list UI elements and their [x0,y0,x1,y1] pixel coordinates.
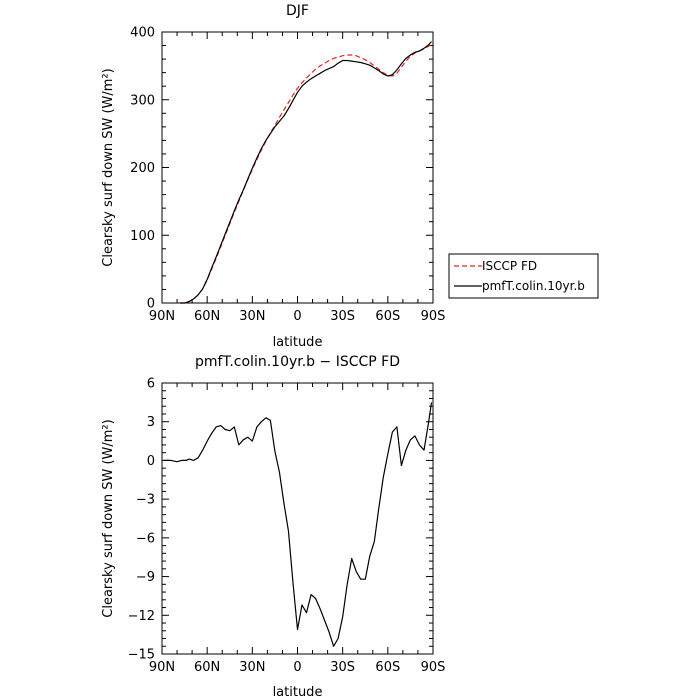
top-x-tick-label: 90S [421,309,446,324]
top-x-tick-label: 60S [375,309,400,324]
bottom-y-tick-label: 6 [147,377,155,392]
top-x-tick-label: 0 [293,309,301,324]
top-y-tick-label: 100 [130,229,155,244]
top-chart-title: DJF [286,3,309,19]
bottom-y-axis-title: Clearsky surf down SW (W/m²) [101,419,116,617]
top-y-axis-title: Clearsky surf down SW (W/m²) [101,68,116,266]
bottom-series-line-1 [163,402,433,647]
top-x-axis-title: latitude [273,335,323,350]
bottom-y-tick-label: 3 [147,415,155,430]
top-series-line-1 [180,43,432,304]
bottom-y-tick-label: −3 [136,493,155,508]
top-x-tick-label: 30N [239,309,265,324]
top-legend: ISCCP FD pmfT.colin.10yr.b [448,253,599,299]
bottom-x-tick-label: 30S [330,660,355,675]
top-x-tick-label: 60N [194,309,220,324]
top-series-line-2 [180,41,432,304]
bottom-chart-title: pmfT.colin.10yr.b − ISCCP FD [195,354,400,370]
top-x-tick-label: 90N [149,309,175,324]
bottom-y-tick-label: −15 [128,648,155,663]
bottom-x-axis-title: latitude [273,685,323,700]
bottom-y-tick-label: 0 [147,454,155,469]
top-x-tick-label: 30S [330,309,355,324]
legend-label: ISCCP FD [482,259,537,273]
bottom-y-tick-label: −9 [136,570,155,585]
bottom-x-tick-label: 60N [194,660,220,675]
top-y-tick-label: 0 [147,297,155,312]
bottom-x-tick-label: 90S [421,660,446,675]
top-y-tick-label: 400 [130,26,155,41]
bottom-x-tick-label: 90N [149,660,175,675]
bottom-y-tick-label: −12 [128,609,155,624]
bottom-x-tick-label: 30N [239,660,265,675]
bottom-plot-frame [161,382,434,655]
top-y-tick-label: 200 [130,161,155,176]
bottom-x-tick-label: 0 [293,660,301,675]
top-y-tick-label: 300 [130,93,155,108]
legend-box [448,253,599,299]
legend-label: pmfT.colin.10yr.b [482,279,585,293]
top-chart-panel: DJF 90N 60N 30N 0 30S 60S 90S 0 100 200 300 400 latit… [101,3,599,350]
bottom-x-tick-label: 60S [375,660,400,675]
top-plot-frame [161,31,434,304]
bottom-y-tick-label: −6 [136,531,155,546]
